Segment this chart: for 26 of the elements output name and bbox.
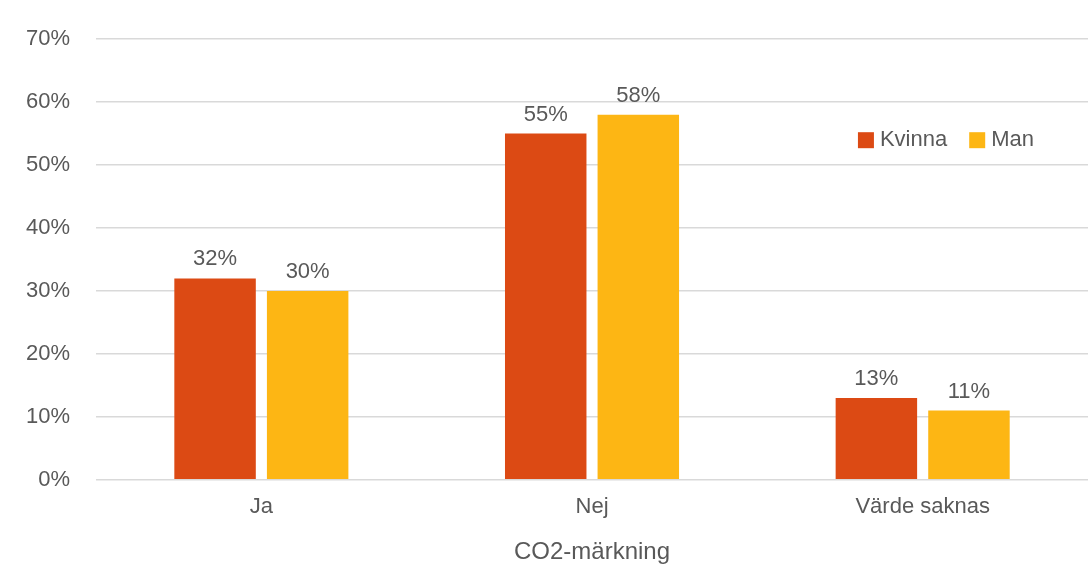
data-label: 55%	[523, 100, 568, 126]
x-tick-label: Ja	[249, 493, 274, 519]
bar	[504, 133, 587, 480]
y-tick-label: 40%	[25, 214, 71, 240]
y-tick-label: 20%	[25, 339, 71, 365]
data-label: 11%	[947, 377, 991, 403]
bar	[835, 397, 918, 480]
legend-label: Kvinna	[879, 126, 948, 152]
x-tick-label: Nej	[575, 493, 609, 519]
bar	[597, 114, 680, 480]
bar	[174, 278, 256, 480]
x-axis-title: CO2-märkning	[513, 537, 671, 565]
y-tick-label: 10%	[25, 402, 71, 428]
y-tick-label: 60%	[25, 88, 71, 114]
data-label: 32%	[193, 245, 238, 271]
legend-label: Man	[991, 126, 1034, 152]
data-label: 13%	[854, 365, 899, 391]
data-label: 30%	[285, 258, 330, 284]
bar	[266, 290, 349, 480]
y-tick-label: 50%	[25, 151, 71, 177]
y-tick-label: 30%	[25, 277, 71, 303]
y-tick-label: 0%	[38, 465, 71, 491]
bar	[928, 410, 1010, 480]
x-tick-label: Värde saknas	[855, 493, 990, 519]
y-tick-label: 70%	[25, 25, 71, 51]
data-label: 58%	[616, 81, 661, 107]
